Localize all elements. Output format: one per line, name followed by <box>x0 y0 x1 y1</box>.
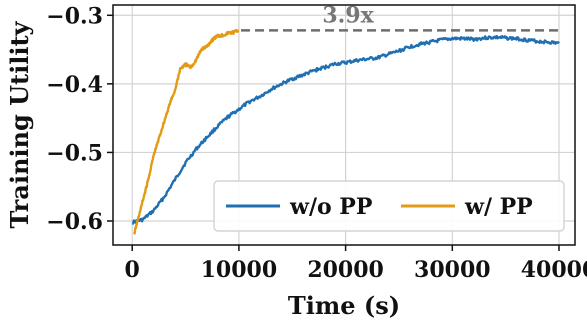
x-tick-label: 20000 <box>307 257 384 283</box>
x-tick-label: 30000 <box>414 257 491 283</box>
y-axis: −0.3 −0.4 −0.5 −0.6 <box>46 3 113 235</box>
legend-label-w-pp: w/ PP <box>464 194 533 220</box>
legend-label-wo-pp: w/o PP <box>289 194 372 220</box>
series-line-wo-pp <box>131 34 560 225</box>
speedup-annotation: 3.9x <box>241 2 559 32</box>
y-tick-label: −0.6 <box>46 209 103 235</box>
legend: w/o PP w/ PP <box>213 180 565 232</box>
plot-frame <box>112 4 576 246</box>
x-tick-label: 10000 <box>201 257 278 283</box>
y-tick-label: −0.5 <box>46 140 103 166</box>
series-layer <box>131 28 560 235</box>
x-tick-label: 40000 <box>521 257 587 283</box>
y-tick-label: −0.4 <box>46 72 103 98</box>
x-tick-label: 0 <box>125 257 140 283</box>
y-axis-label: Training Utility <box>5 20 34 228</box>
x-axis-label: Time (s) <box>288 291 400 320</box>
legend-box <box>213 180 565 232</box>
speedup-label: 3.9x <box>322 2 374 28</box>
x-axis: 0 10000 20000 30000 40000 <box>125 245 587 283</box>
series-line-w-pp <box>133 28 240 235</box>
y-tick-label: −0.3 <box>46 3 103 29</box>
